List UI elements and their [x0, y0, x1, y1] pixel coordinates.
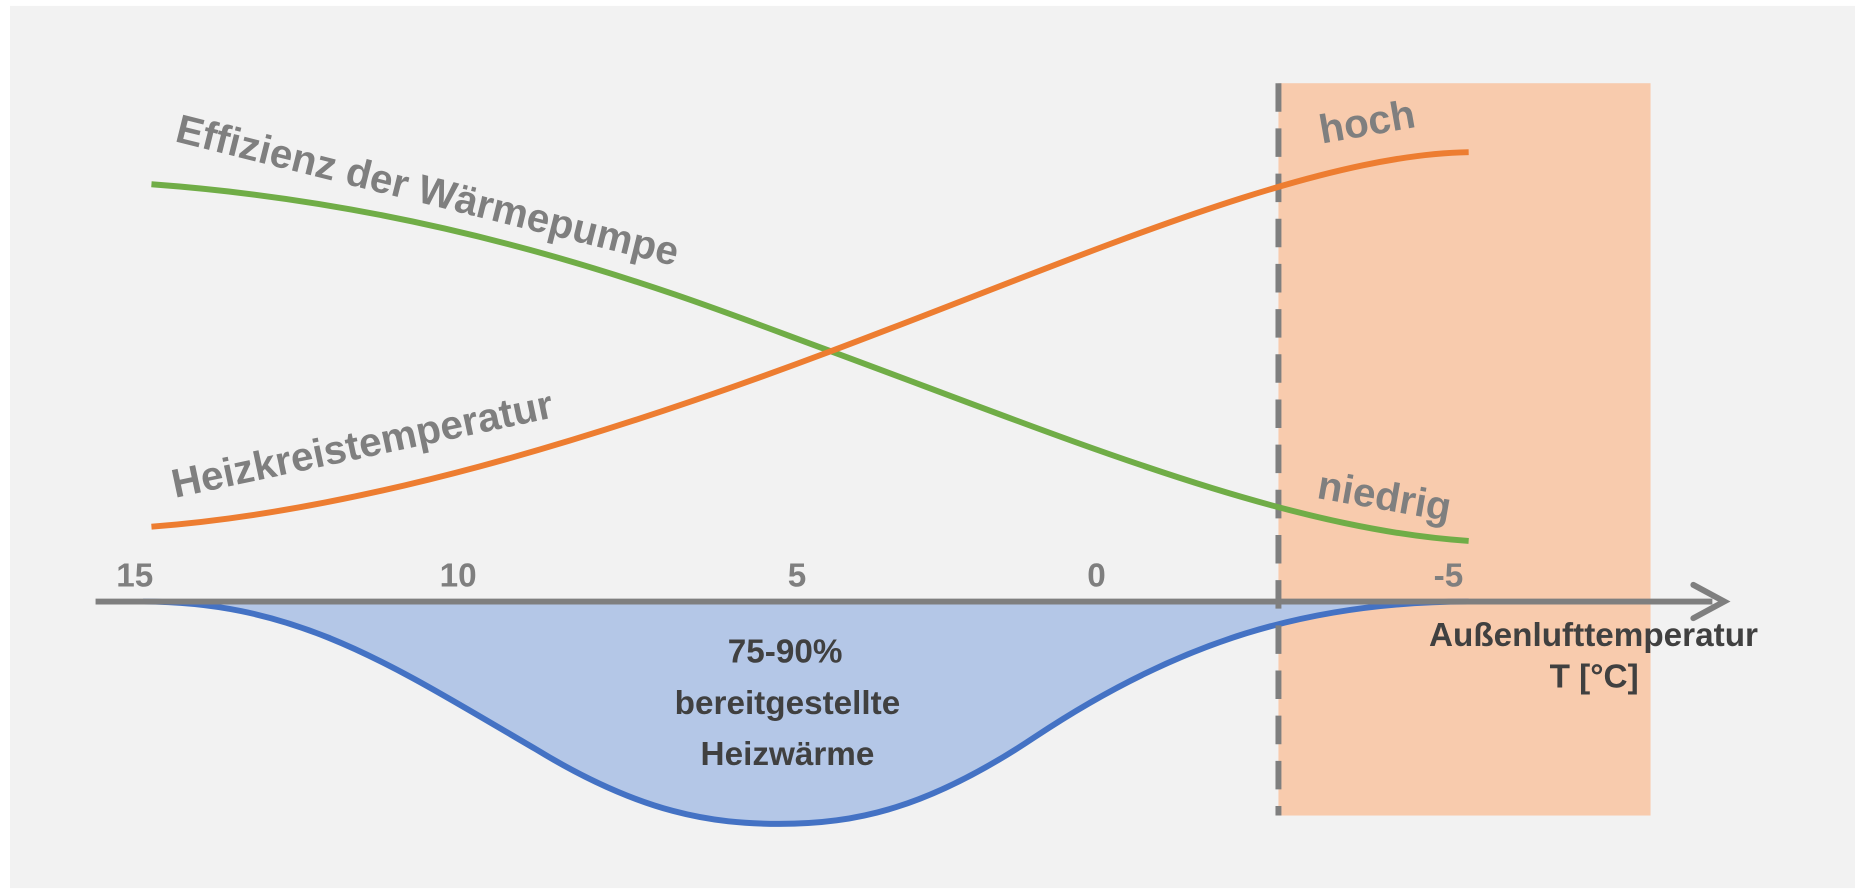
heating-curve [151, 149, 1469, 530]
axis-title: Außenlufttemperatur [1429, 617, 1758, 654]
area-label: 75-90% [728, 634, 843, 671]
x-tick-label: 15 [116, 558, 153, 595]
tick-labels: 15 10 5 0 -5 [116, 558, 1463, 595]
x-tick-label: -5 [1434, 558, 1464, 595]
heat-area [143, 601, 1469, 824]
area-label: bereitgestellte [675, 685, 901, 722]
x-tick-label: 5 [788, 558, 807, 595]
area-label: Heizwärme [701, 736, 875, 773]
axis-arrow [1690, 581, 1731, 622]
axis-title: T [°C] [1550, 659, 1639, 696]
cold-zone [1278, 83, 1651, 816]
x-tick-label: 10 [440, 558, 477, 595]
x-tick-label: 0 [1087, 558, 1106, 595]
heat-curve [143, 598, 1469, 827]
